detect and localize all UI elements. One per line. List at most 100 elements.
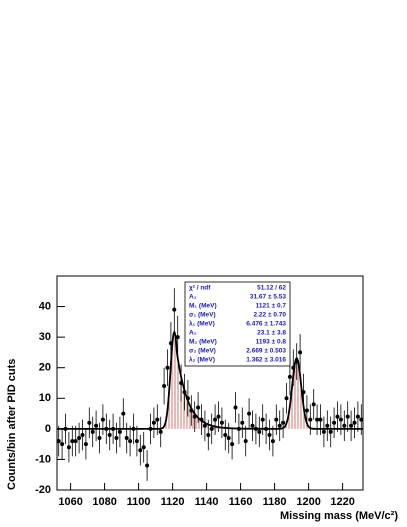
x-tick-label: 1180 bbox=[263, 496, 287, 508]
data-point bbox=[298, 350, 303, 355]
stats-name: λ₁ (MeV) bbox=[189, 320, 215, 328]
data-point bbox=[202, 423, 207, 428]
data-point bbox=[60, 442, 65, 447]
stats-value: 1193 ± 0.8 bbox=[256, 339, 287, 346]
y-axis-label: Counts/bin after PID cuts bbox=[6, 359, 18, 490]
data-point bbox=[66, 445, 71, 450]
stats-name: χ² / ndf bbox=[189, 285, 211, 292]
data-point bbox=[355, 414, 360, 419]
y-tick-label: 20 bbox=[39, 362, 51, 374]
x-tick-label: 1200 bbox=[296, 496, 320, 508]
data-point bbox=[318, 417, 323, 422]
data-point bbox=[134, 439, 139, 444]
data-point bbox=[114, 436, 119, 441]
data-point bbox=[77, 436, 82, 441]
data-point bbox=[342, 423, 347, 428]
stats-name: M₁ (MeV) bbox=[189, 303, 217, 310]
x-tick-label: 1220 bbox=[330, 496, 354, 508]
data-point bbox=[87, 420, 92, 425]
data-point bbox=[226, 436, 231, 441]
data-point bbox=[219, 420, 224, 425]
x-tick-label: 1060 bbox=[58, 496, 82, 508]
data-point bbox=[56, 439, 61, 444]
data-point bbox=[117, 429, 122, 434]
data-point bbox=[216, 414, 221, 419]
data-point bbox=[90, 429, 95, 434]
data-point bbox=[270, 439, 275, 444]
y-tick-label: 30 bbox=[39, 331, 51, 343]
x-tick-label: 1120 bbox=[161, 496, 185, 508]
x-tick-label: 1080 bbox=[92, 496, 116, 508]
data-point bbox=[138, 448, 143, 453]
stats-value: 51.12 / 62 bbox=[257, 285, 286, 292]
x-tick-label: 1140 bbox=[195, 496, 219, 508]
data-point bbox=[70, 439, 75, 444]
data-point bbox=[97, 436, 102, 441]
data-point bbox=[141, 445, 146, 450]
data-point bbox=[196, 405, 201, 410]
plot-frame bbox=[56, 275, 364, 491]
data-point bbox=[311, 402, 316, 407]
stats-value: 2.669 ± 0.503 bbox=[246, 348, 286, 355]
data-point bbox=[94, 423, 99, 428]
data-point bbox=[257, 429, 262, 434]
data-point bbox=[128, 439, 133, 444]
x-axis-label: Missing mass (MeV/c²) bbox=[280, 510, 398, 522]
stats-name: A₂ bbox=[189, 330, 197, 337]
stats-name: σ₂ (MeV) bbox=[189, 348, 216, 355]
data-point bbox=[260, 417, 265, 422]
data-point bbox=[162, 384, 167, 389]
data-point bbox=[345, 414, 350, 419]
data-point bbox=[349, 423, 354, 428]
y-tick-label: -10 bbox=[35, 453, 51, 465]
data-point bbox=[328, 429, 333, 434]
data-point bbox=[124, 436, 129, 441]
data-point bbox=[155, 417, 160, 422]
data-point bbox=[274, 417, 279, 422]
data-point bbox=[243, 439, 248, 444]
x-tick-label: 1160 bbox=[229, 496, 253, 508]
stats-name: σ₁ (MeV) bbox=[189, 312, 216, 319]
y-tick-label: 40 bbox=[39, 300, 51, 312]
data-point bbox=[158, 429, 163, 434]
stats-value: 1121 ± 0.7 bbox=[256, 303, 287, 310]
fit-curve bbox=[57, 330, 363, 430]
data-point bbox=[335, 414, 340, 419]
data-point bbox=[83, 442, 88, 447]
data-point bbox=[304, 408, 309, 413]
data-point bbox=[352, 420, 357, 425]
data-point bbox=[100, 417, 105, 422]
y-tick-label: 0 bbox=[45, 423, 51, 435]
data-point bbox=[145, 463, 150, 468]
data-point bbox=[107, 432, 112, 437]
data-point bbox=[250, 423, 255, 428]
stats-value: 31.67 ± 5.53 bbox=[250, 294, 286, 301]
data-point bbox=[165, 365, 170, 370]
data-point bbox=[230, 442, 235, 447]
data-point bbox=[209, 426, 214, 431]
data-point bbox=[281, 420, 286, 425]
y-tick-label: -20 bbox=[35, 484, 51, 496]
data-point bbox=[172, 307, 177, 312]
stats-box bbox=[184, 281, 291, 367]
data-point bbox=[338, 417, 343, 422]
data-point bbox=[332, 420, 337, 425]
data-point bbox=[277, 423, 282, 428]
data-point bbox=[321, 429, 326, 434]
data-point bbox=[213, 417, 218, 422]
data-point bbox=[240, 420, 245, 425]
data-point bbox=[284, 396, 289, 401]
data-point bbox=[247, 411, 252, 416]
stats-name: M₂ (MeV) bbox=[189, 339, 217, 346]
stats-value: 1.362 ± 3.016 bbox=[246, 357, 286, 364]
stats-value: 2.22 ± 0.70 bbox=[254, 312, 287, 319]
y-tick-label: 10 bbox=[39, 392, 51, 404]
data-point bbox=[175, 335, 180, 340]
data-point bbox=[73, 439, 78, 444]
stats-value: 23.1 ± 3.8 bbox=[257, 330, 286, 337]
data-point bbox=[223, 432, 228, 437]
data-point bbox=[308, 417, 313, 422]
data-point bbox=[287, 374, 292, 379]
data-point bbox=[151, 420, 156, 425]
